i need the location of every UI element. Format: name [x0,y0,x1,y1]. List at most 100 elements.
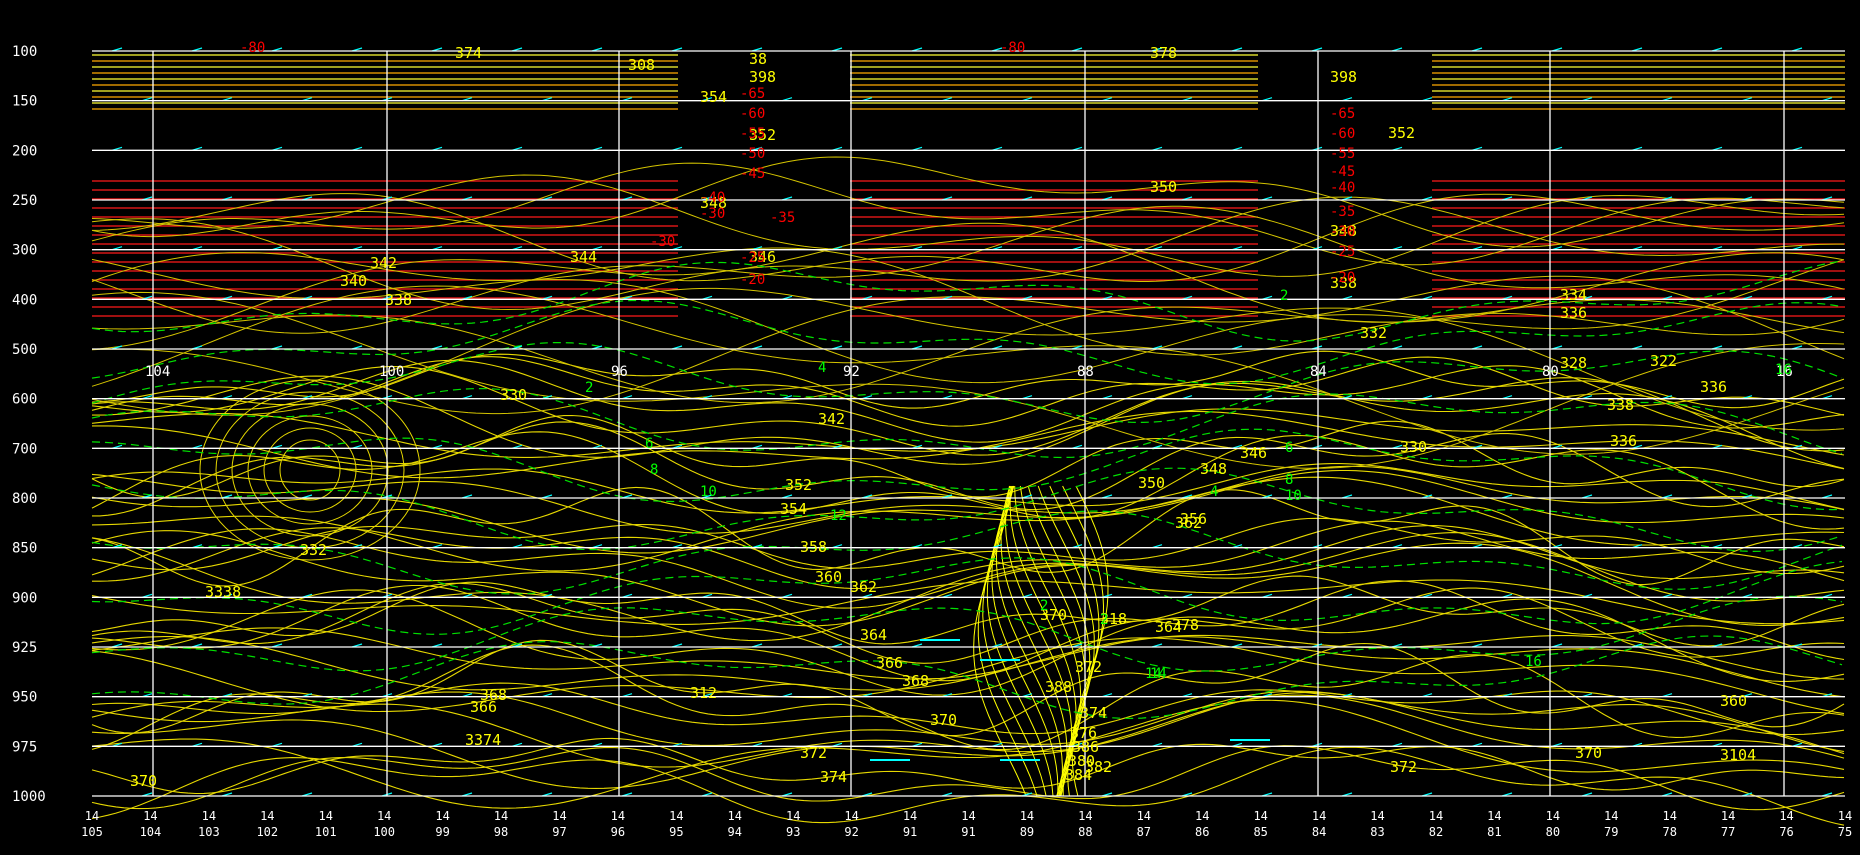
pressure-level-label: 100 [12,44,37,60]
tick-label-top: 14 [260,809,274,823]
theta-e-contour [91,691,1845,768]
theta-e-contour [1019,485,1086,797]
theta-e-contour [91,431,1845,530]
tick-label-top: 14 [319,809,333,823]
tick-label-bottom: 94 [728,825,742,839]
tick-label-bottom: 93 [786,825,800,839]
moisture-label: 14 [1145,666,1162,682]
theta-e-contour [91,637,1845,715]
tick-label-top: 14 [435,809,449,823]
theta-e-contour [91,699,1845,809]
moisture-label: 6 [1285,440,1293,456]
theta-e-label: 336 [1560,304,1587,322]
tick-label-bottom: 97 [552,825,566,839]
tick-label-top: 14 [1020,809,1034,823]
theta-e-contour [991,485,1059,797]
tick-label-bottom: 80 [1546,825,1560,839]
moisture-label: 14 [1150,666,1167,682]
theta-e-contour [91,196,1844,311]
temperature-label: -50 [740,146,765,162]
tick-label-top: 14 [786,809,800,823]
tick-label-bottom: 91 [903,825,917,839]
tick-label-top: 14 [1429,809,1443,823]
tick-label-top: 14 [1137,809,1151,823]
theta-e-label: 336 [1700,378,1727,396]
tick-label-bottom: 92 [844,825,858,839]
theta-e-label: 354 [780,500,807,518]
theta-e-label: 312 [690,684,717,702]
theta-e-label: 366 [470,698,497,716]
grid-label: 100 [379,364,404,380]
theta-e-contour [91,356,1845,427]
tick-label-bottom: 79 [1604,825,1618,839]
theta-e-contour [91,222,1845,350]
theta-e-label: 370 [130,772,157,790]
theta-e-label: 336 [1610,432,1637,450]
theta-e-contour [91,285,1845,455]
moisture-label: 10 [700,484,717,500]
theta-e-label: 352 [1388,124,1415,142]
theta-e-contour [1060,485,1109,797]
tick-label-top: 14 [143,809,157,823]
temperature-label: -25 [740,250,765,266]
theta-e-label: 356 [1180,510,1207,528]
theta-e-label: 3338 [205,583,241,601]
theta-e-label: 338 [385,291,412,309]
theta-e-contour [91,156,1845,248]
theta-e-contour [91,694,1845,789]
tick-label-bottom: 83 [1370,825,1384,839]
pressure-level-label: 250 [12,193,37,209]
pressure-level-label: 1000 [12,789,46,805]
temperature-label: -80 [240,40,265,56]
temperature-label: -65 [1330,106,1355,122]
theta-e-label: 332 [300,541,327,559]
theta-e-contour [91,580,1845,664]
theta-e-contour [91,350,1845,409]
theta-e-label: 380 [1068,752,1095,770]
temperature-label: -40 [1330,180,1355,196]
tick-label-bottom: 84 [1312,825,1326,839]
theta-e-label: 372 [1075,658,1102,676]
tick-label-top: 14 [1487,809,1501,823]
theta-e-label: 362 [1175,514,1202,532]
tick-label-top: 14 [1779,809,1793,823]
theta-e-contour [1048,485,1100,797]
tick-label-top: 14 [669,809,683,823]
theta-e-contour [91,287,1845,431]
theta-e-label: 374 [820,768,847,786]
theta-e-contour [91,291,1845,469]
tick-label-bottom: 88 [1078,825,1092,839]
theta-e-label: 308 [628,56,655,74]
moisture-label: 8 [650,462,658,478]
moisture-label: 8 [1285,472,1293,488]
pressure-level-label: 900 [12,590,37,606]
theta-e-contour [231,403,389,537]
temperature-label: -20 [1330,270,1355,286]
theta-e-label: 360 [815,568,842,586]
theta-e-contour [92,421,1845,517]
tick-label-top: 14 [202,809,216,823]
theta-e-contour [91,745,1845,811]
theta-e-label: 330 [1400,438,1427,456]
temperature-label: -35 [770,210,795,226]
tick-label-bottom: 98 [494,825,508,839]
temperature-label: -60 [740,106,765,122]
moisture-label: 6 [645,436,653,452]
theta-e-label: 398 [749,68,776,86]
theta-e-label: 346 [1240,444,1267,462]
moisture-label: 16 [1775,362,1792,378]
theta-e-label: 364 [1155,618,1182,636]
theta-e-label: 370 [1575,744,1602,762]
tick-label-bottom: 85 [1253,825,1267,839]
theta-e-contour [91,584,1845,682]
grid-label: 84 [1310,364,1327,380]
tick-label-bottom: 101 [315,825,337,839]
tick-label-top: 14 [1604,809,1618,823]
tick-label-bottom: 76 [1779,825,1793,839]
moisture-label: 12 [830,508,847,524]
tick-label-top: 14 [1078,809,1092,823]
theta-e-label: 340 [340,272,367,290]
tick-label-top: 14 [1253,809,1267,823]
theta-e-label: 378 [1172,616,1199,634]
